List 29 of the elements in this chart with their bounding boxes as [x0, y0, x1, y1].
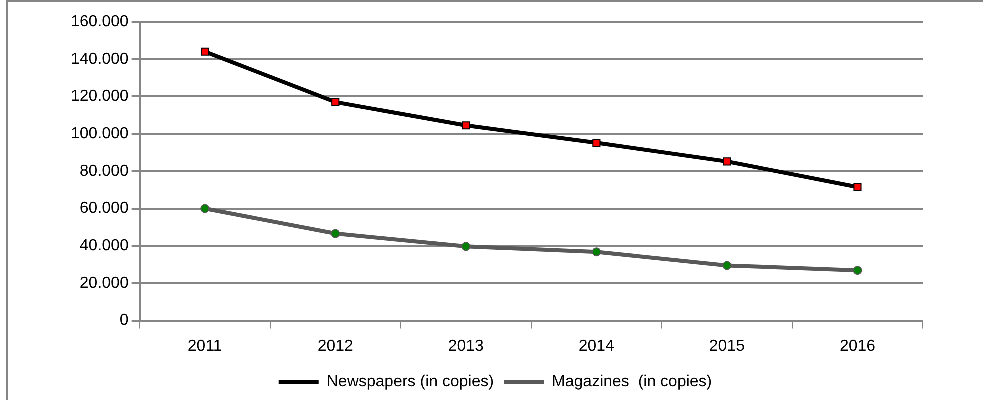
point: [200, 204, 210, 214]
legend-label: Newspapers (in copies): [326, 373, 494, 390]
point: [853, 266, 862, 276]
y-tick-label: 140.000: [70, 50, 129, 68]
y-tick-label: 60.000: [80, 200, 129, 218]
point: [722, 261, 732, 270]
x-tick-label: 2015: [709, 338, 746, 355]
point: [592, 248, 602, 257]
point: [462, 122, 470, 130]
x-tick-label: 2011: [188, 338, 222, 355]
point: [462, 242, 471, 252]
x-tick-label: 2016: [840, 338, 876, 355]
point: [592, 138, 601, 148]
point: [723, 158, 732, 166]
point: [331, 229, 340, 238]
point: [854, 183, 862, 192]
y-tick-label: 100.000: [70, 125, 129, 142]
x-tick-label: 2012: [318, 338, 354, 355]
point: [201, 48, 210, 56]
y-tick-label: 120.000: [70, 88, 129, 106]
legend-label: Magazines (in copies): [552, 373, 712, 390]
y-tick-label: 160.000: [70, 13, 129, 30]
y-tick-label: 80.000: [80, 162, 129, 180]
x-tick-label: 2013: [448, 338, 484, 355]
x-tick-label: 2014: [578, 338, 615, 355]
y-tick-label: 20.000: [80, 274, 129, 292]
y-tick-label: 0: [120, 312, 129, 330]
point: [332, 98, 340, 106]
y-tick-label: 40.000: [80, 238, 129, 255]
